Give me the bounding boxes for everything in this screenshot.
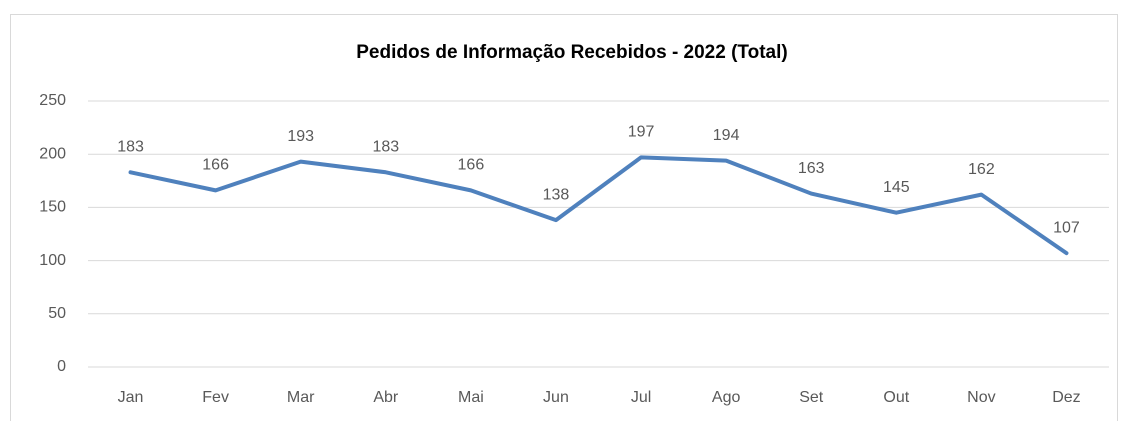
x-tick-label: Fev [202,389,229,406]
chart-frame [10,14,1118,421]
x-tick-label: Abr [373,389,399,406]
y-tick-label: 50 [48,305,66,322]
data-label: 145 [883,179,910,196]
data-label: 183 [372,139,399,156]
x-tick-label: Jan [118,389,144,406]
data-label: 166 [202,157,229,174]
x-tick-label: Nov [967,389,995,406]
x-tick-label: Mai [458,389,484,406]
data-label: 194 [713,127,740,144]
data-label: 166 [458,157,485,174]
data-label: 162 [968,161,995,178]
data-label: 193 [287,128,314,145]
line-series [128,155,1069,256]
x-tick-label: Out [883,389,909,406]
y-tick-label: 200 [39,145,66,162]
y-tick-label: 250 [39,92,66,109]
x-tick-label: Mar [287,389,315,406]
x-tick-label: Jul [631,389,651,406]
data-label: 163 [798,160,825,177]
data-label: 197 [628,124,655,141]
data-label: 138 [543,186,570,203]
y-tick-label: 0 [57,358,66,375]
y-tick-label: 150 [39,199,66,216]
chart-title: Pedidos de Informação Recebidos - 2022 (… [356,42,787,63]
x-tick-label: Jun [543,389,569,406]
x-tick-label: Ago [712,389,741,406]
x-tick-label: Dez [1052,389,1080,406]
x-tick-label: Set [799,389,824,406]
y-tick-label: 100 [39,252,66,269]
data-label: 107 [1053,219,1080,236]
data-label: 183 [117,139,144,156]
